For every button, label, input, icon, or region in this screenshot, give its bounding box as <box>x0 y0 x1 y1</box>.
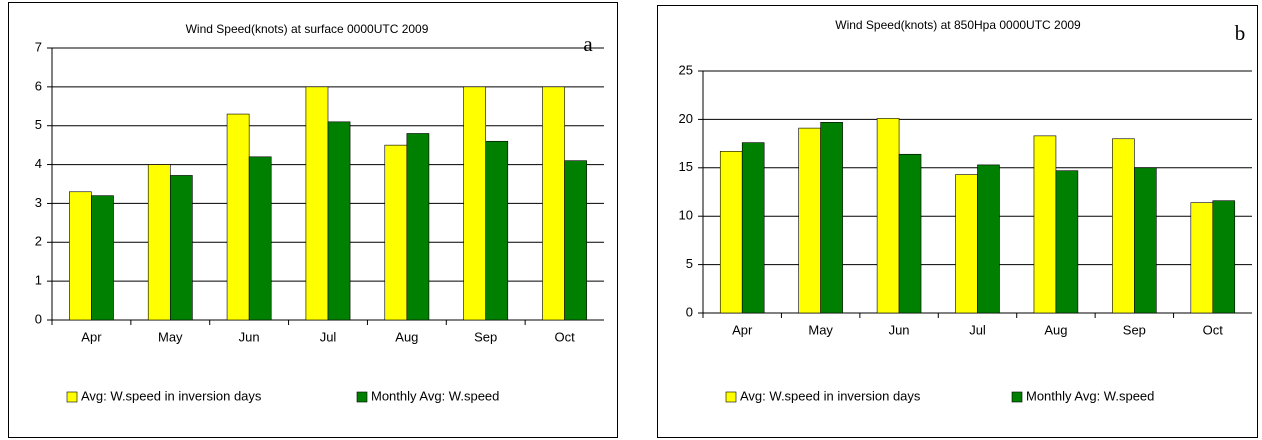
y-tick-label: 2 <box>35 234 42 249</box>
x-tick-label: Jul <box>320 329 337 344</box>
bar <box>169 175 193 321</box>
legend-swatch <box>66 391 78 403</box>
bar <box>327 121 351 321</box>
bar <box>564 160 587 321</box>
x-tick-label: Aug <box>1044 322 1067 337</box>
y-tick-label: 10 <box>679 208 693 223</box>
x-tick-label: Apr <box>732 322 753 337</box>
bar <box>741 142 765 314</box>
x-tick-label: Sep <box>474 329 497 344</box>
annotation: b <box>1235 21 1246 45</box>
bar <box>1190 202 1214 314</box>
bar <box>1134 167 1157 314</box>
bar <box>147 164 171 321</box>
legend-label: Avg: W.speed in inversion days <box>740 388 921 403</box>
bar <box>485 140 509 321</box>
y-tick-label: 20 <box>679 111 693 126</box>
chart-title: Wind Speed(knots) at surface 0000UTC 200… <box>186 22 429 36</box>
bar <box>463 86 487 321</box>
x-tick-label: Oct <box>554 329 575 344</box>
y-tick-label: 1 <box>35 273 42 288</box>
bar <box>798 127 821 314</box>
x-tick-label: Apr <box>81 329 102 344</box>
y-tick-label: 5 <box>35 117 42 132</box>
y-tick-label: 0 <box>35 311 42 326</box>
bar <box>1112 138 1135 314</box>
legend-swatch <box>1011 391 1023 403</box>
x-tick-label: May <box>808 322 833 337</box>
bar <box>248 156 272 321</box>
bar <box>305 86 329 321</box>
bar <box>820 122 843 314</box>
x-tick-label: Oct <box>1203 322 1224 337</box>
legend-label: Avg: W.speed in inversion days <box>81 388 262 403</box>
bar <box>977 164 1000 314</box>
x-tick-label: May <box>158 329 183 344</box>
legend-swatch <box>356 391 368 403</box>
annotation: a <box>583 32 593 56</box>
x-tick-label: Jun <box>889 322 910 337</box>
bar <box>384 144 408 321</box>
y-tick-label: 6 <box>35 78 42 93</box>
bar <box>91 195 114 321</box>
x-tick-label: Sep <box>1123 322 1146 337</box>
y-tick-label: 5 <box>686 256 693 271</box>
y-tick-label: 4 <box>35 156 42 171</box>
y-tick-label: 7 <box>35 39 42 54</box>
chart-title: Wind Speed(knots) at 850Hpa 0000UTC 2009 <box>835 18 1081 32</box>
bar <box>876 118 900 314</box>
bar <box>719 151 743 314</box>
bar <box>1212 200 1236 314</box>
bar <box>1055 170 1079 314</box>
y-tick-label: 0 <box>686 304 693 319</box>
y-tick-label: 3 <box>35 195 42 210</box>
x-tick-label: Jun <box>239 329 260 344</box>
y-tick-label: 25 <box>679 62 693 77</box>
x-tick-label: Jul <box>969 322 986 337</box>
legend-label: Monthly Avg: W.speed <box>371 388 499 403</box>
bar <box>955 174 978 314</box>
legend-swatch <box>725 391 737 403</box>
bar <box>542 86 565 321</box>
bar <box>898 153 922 314</box>
y-tick-label: 15 <box>679 159 693 174</box>
bar <box>226 113 250 321</box>
legend-label: Monthly Avg: W.speed <box>1026 388 1154 403</box>
bar <box>69 191 92 321</box>
bar <box>406 133 430 321</box>
x-tick-label: Aug <box>395 329 418 344</box>
bar <box>1033 135 1057 314</box>
